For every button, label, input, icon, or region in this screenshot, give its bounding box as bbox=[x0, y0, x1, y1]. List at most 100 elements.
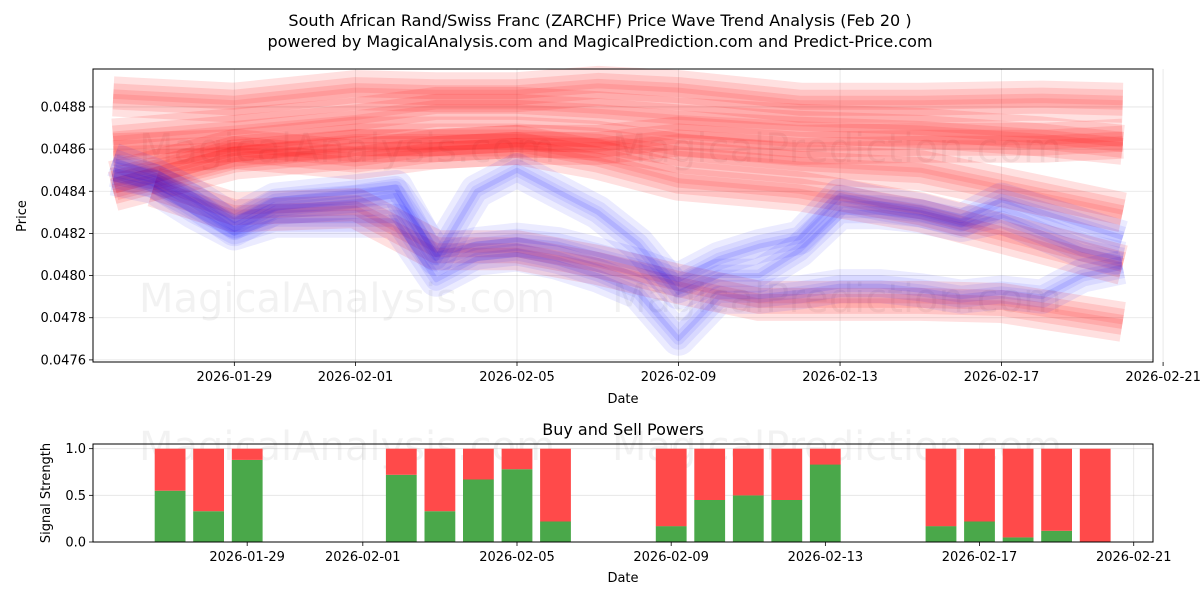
price-wave-band bbox=[109, 131, 1126, 278]
powers-y-tick-label: 0.0 bbox=[65, 536, 86, 551]
price-wave-band bbox=[151, 180, 1124, 329]
price-wave-band bbox=[112, 129, 1124, 167]
sell-bar bbox=[501, 448, 533, 470]
price-wave-band bbox=[147, 167, 1126, 342]
sell-bar bbox=[231, 448, 263, 460]
price-grid bbox=[93, 69, 1164, 362]
price-y-tick-label: 0.0480 bbox=[41, 269, 87, 284]
price-wave-band bbox=[112, 93, 1125, 158]
price-wave-series bbox=[107, 65, 1128, 356]
powers-x-tick-label: 2026-01-29 bbox=[209, 550, 285, 565]
price-y-tick-label: 0.0484 bbox=[41, 185, 87, 200]
price-wave-band bbox=[110, 167, 1125, 350]
price-axis-ticks: 2026-01-29 2026-02-01 2026-02-05 2026-02-09… bbox=[41, 100, 1200, 385]
price-wave-line-red-wave-main bbox=[112, 104, 1123, 148]
sell-bar bbox=[540, 448, 571, 522]
sell-bar bbox=[385, 448, 417, 475]
powers-title: Buy and Sell Powers bbox=[542, 420, 704, 439]
price-wave-line-red-wave-upper bbox=[113, 83, 1123, 106]
price-panel: MagicalAnalysis.com MagicalPrediction.co… bbox=[15, 65, 1200, 407]
price-wave-line-blue-wave-1 bbox=[112, 167, 1124, 283]
sell-bar bbox=[463, 448, 494, 480]
price-wave-band bbox=[108, 124, 1128, 285]
price-wave-band bbox=[149, 174, 1125, 335]
watermark-analysis-mid: MagicalAnalysis.com bbox=[139, 276, 555, 322]
price-wave-line-red-wave-lower bbox=[113, 134, 1123, 163]
powers-y-axis-label: Signal Strength bbox=[39, 443, 54, 543]
price-y-tick-label: 0.0486 bbox=[41, 143, 87, 158]
price-wave-band bbox=[111, 164, 1125, 286]
price-x-tick-label: 2026-02-17 bbox=[964, 370, 1040, 385]
sell-bar bbox=[732, 448, 764, 496]
sell-bar bbox=[1041, 448, 1072, 531]
price-wave-band bbox=[110, 159, 1126, 291]
buy-bar bbox=[501, 469, 533, 542]
buy-bar bbox=[231, 459, 263, 542]
price-wave-band bbox=[109, 149, 1125, 304]
powers-axes-frame bbox=[92, 443, 1154, 543]
powers-axis-ticks: 2026-01-29 2026-02-01 2026-02-05 2026-02-09… bbox=[65, 442, 1171, 565]
price-wave-band bbox=[112, 116, 1124, 180]
price-wave-band bbox=[108, 116, 1127, 232]
sell-bar bbox=[1002, 448, 1034, 538]
price-y-axis-label: Price bbox=[15, 200, 30, 232]
buy-bar bbox=[1002, 537, 1034, 542]
price-x-tick-label: 2026-02-09 bbox=[641, 370, 717, 385]
price-y-tick-label: 0.0476 bbox=[41, 353, 87, 368]
price-wave-band bbox=[112, 65, 1124, 123]
buy-bar bbox=[463, 479, 494, 542]
sell-bar bbox=[964, 448, 995, 522]
chart-title: South African Rand/Swiss Franc (ZARCHF) … bbox=[288, 11, 911, 30]
sell-bar bbox=[424, 448, 456, 512]
price-wave-line-blue-wave-3 bbox=[112, 176, 1124, 342]
price-wave-line-blue-wave-2 bbox=[112, 157, 1124, 295]
price-x-tick-label: 2026-02-05 bbox=[479, 370, 555, 385]
buy-bar bbox=[1041, 530, 1072, 542]
watermark-analysis-top: MagicalAnalysis.com bbox=[139, 126, 555, 172]
price-x-tick-label: 2026-02-21 bbox=[1125, 370, 1200, 385]
price-x-axis-label: Date bbox=[607, 392, 638, 407]
sell-bar bbox=[154, 448, 186, 491]
price-x-tick-label: 2026-02-01 bbox=[318, 370, 394, 385]
sell-bar bbox=[655, 448, 687, 527]
price-wave-band bbox=[111, 137, 1125, 272]
powers-x-axis-label: Date bbox=[607, 571, 638, 586]
powers-y-tick-label: 1.0 bbox=[65, 442, 86, 457]
watermark-prediction-top: MagicalPrediction.com bbox=[612, 126, 1062, 172]
powers-y-tick-label: 0.5 bbox=[65, 489, 86, 504]
buy-bar bbox=[655, 526, 687, 542]
buy-bar bbox=[771, 500, 803, 542]
price-wave-band bbox=[111, 172, 1124, 345]
buy-bar bbox=[154, 490, 186, 542]
price-x-tick-label: 2026-02-13 bbox=[802, 370, 878, 385]
chart-subtitle: powered by MagicalAnalysis.com and Magic… bbox=[267, 32, 932, 51]
price-wave-band bbox=[112, 99, 1124, 152]
buy-bar bbox=[925, 526, 957, 542]
price-wave-band bbox=[109, 123, 1126, 226]
powers-panel: Buy and Sell Powers MagicalAnalysis.com … bbox=[39, 420, 1172, 586]
price-wave-line-red-wave-descending bbox=[112, 134, 1124, 215]
buy-bar bbox=[809, 464, 841, 542]
sell-bar bbox=[694, 448, 726, 500]
powers-x-tick-label: 2026-02-05 bbox=[479, 550, 555, 565]
sell-bar bbox=[925, 448, 957, 527]
buy-bar bbox=[694, 500, 726, 542]
powers-x-tick-label: 2026-02-13 bbox=[788, 550, 864, 565]
price-wave-line-pink-wave-mid bbox=[152, 184, 1124, 325]
sell-bar bbox=[1079, 448, 1111, 542]
price-wave-band bbox=[111, 129, 1125, 220]
price-watermarks: MagicalAnalysis.com MagicalPrediction.co… bbox=[139, 126, 1062, 322]
powers-x-tick-label: 2026-02-17 bbox=[942, 550, 1018, 565]
powers-x-tick-label: 2026-02-09 bbox=[633, 550, 709, 565]
price-wave-band bbox=[111, 153, 1124, 299]
buy-bar bbox=[424, 511, 456, 542]
price-y-tick-label: 0.0482 bbox=[41, 227, 87, 242]
sell-bar bbox=[809, 448, 841, 465]
sell-bar bbox=[771, 448, 803, 500]
price-wave-band bbox=[108, 153, 1128, 297]
price-y-tick-label: 0.0478 bbox=[41, 311, 87, 326]
buy-bar bbox=[385, 474, 417, 542]
price-wave-band bbox=[112, 123, 1124, 173]
price-wave-band bbox=[112, 78, 1123, 110]
